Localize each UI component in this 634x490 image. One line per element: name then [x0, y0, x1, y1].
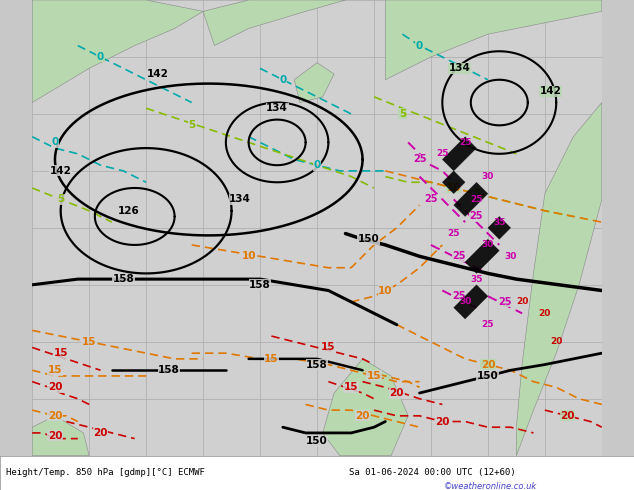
Text: 15: 15 — [53, 348, 68, 358]
Polygon shape — [323, 359, 408, 456]
Text: 10: 10 — [446, 183, 461, 193]
Text: 30: 30 — [505, 252, 517, 261]
Text: 30: 30 — [482, 241, 494, 249]
Text: 25: 25 — [453, 291, 466, 301]
Text: 158: 158 — [112, 274, 134, 284]
Text: 158: 158 — [158, 365, 180, 375]
Polygon shape — [488, 217, 510, 239]
Text: 25: 25 — [470, 212, 483, 221]
Text: 15: 15 — [321, 343, 335, 352]
Text: 142: 142 — [49, 166, 72, 176]
Text: 20: 20 — [550, 337, 562, 346]
Text: 20: 20 — [355, 411, 370, 421]
Text: 15: 15 — [366, 371, 381, 381]
Text: 25: 25 — [482, 320, 494, 329]
Text: 30: 30 — [482, 172, 494, 181]
Text: 25: 25 — [498, 297, 512, 307]
Text: 0: 0 — [51, 137, 58, 147]
Text: 15: 15 — [264, 354, 279, 364]
Text: 20: 20 — [560, 411, 575, 421]
Text: 35: 35 — [470, 274, 482, 284]
Text: 10: 10 — [242, 251, 256, 261]
Text: 25: 25 — [453, 251, 466, 261]
Text: 25: 25 — [436, 149, 449, 158]
Polygon shape — [443, 171, 465, 194]
Text: 20: 20 — [93, 428, 108, 438]
Text: 126: 126 — [118, 206, 140, 216]
Text: 25: 25 — [424, 195, 437, 204]
Text: 5: 5 — [399, 109, 406, 119]
Text: 20: 20 — [48, 411, 62, 421]
Text: 150: 150 — [477, 371, 499, 381]
Text: 20: 20 — [389, 388, 404, 398]
Text: 0: 0 — [416, 41, 423, 50]
Text: 134: 134 — [266, 103, 288, 113]
Text: 15: 15 — [344, 382, 358, 392]
Text: 20: 20 — [516, 297, 528, 306]
Text: 158: 158 — [306, 360, 328, 369]
Text: 15: 15 — [48, 365, 62, 375]
Polygon shape — [32, 416, 89, 456]
Text: ©weatheronline.co.uk: ©weatheronline.co.uk — [444, 482, 537, 490]
Text: 25: 25 — [413, 154, 426, 165]
Text: 134: 134 — [229, 195, 251, 204]
Text: Sa 01-06-2024 00:00 UTC (12+60): Sa 01-06-2024 00:00 UTC (12+60) — [349, 468, 515, 477]
Text: 25: 25 — [459, 138, 471, 147]
Polygon shape — [203, 0, 346, 46]
Text: 20: 20 — [539, 309, 551, 318]
Text: 20: 20 — [48, 431, 62, 441]
Text: 5: 5 — [57, 195, 64, 204]
Polygon shape — [32, 0, 203, 102]
Polygon shape — [465, 239, 500, 273]
Text: 15: 15 — [82, 337, 96, 347]
Text: 25: 25 — [448, 229, 460, 238]
Text: 134: 134 — [448, 63, 470, 74]
Text: 25: 25 — [470, 195, 482, 204]
Text: Height/Temp. 850 hPa [gdmp][°C] ECMWF: Height/Temp. 850 hPa [gdmp][°C] ECMWF — [6, 468, 205, 477]
Text: 142: 142 — [540, 86, 562, 96]
Text: 20: 20 — [481, 360, 495, 369]
Text: 142: 142 — [146, 69, 169, 79]
Text: 30: 30 — [459, 297, 471, 306]
Polygon shape — [516, 102, 602, 456]
Text: 35: 35 — [493, 218, 505, 227]
Text: 0: 0 — [97, 52, 104, 62]
Text: 20: 20 — [48, 382, 62, 392]
Text: 150: 150 — [306, 437, 328, 446]
Polygon shape — [294, 63, 334, 102]
Polygon shape — [454, 285, 488, 319]
Polygon shape — [443, 137, 477, 171]
Text: 158: 158 — [249, 280, 271, 290]
Text: 150: 150 — [358, 234, 379, 244]
Text: 5: 5 — [188, 121, 195, 130]
Polygon shape — [454, 182, 488, 217]
Text: 10: 10 — [378, 286, 392, 295]
Polygon shape — [385, 0, 602, 80]
Text: 0: 0 — [279, 75, 287, 85]
Text: 5: 5 — [473, 189, 480, 198]
Text: 20: 20 — [435, 416, 450, 426]
Text: 0: 0 — [313, 160, 321, 170]
